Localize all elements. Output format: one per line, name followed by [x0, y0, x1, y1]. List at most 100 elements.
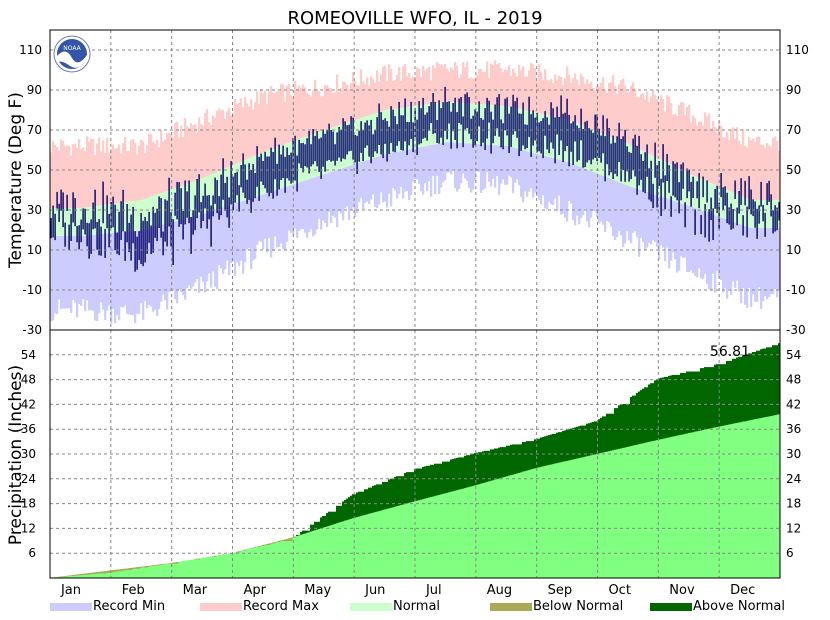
record-max-bar — [350, 83, 353, 122]
record-min-bar — [264, 193, 267, 239]
above-normal-bar — [650, 383, 653, 442]
chart-title: ROMEOVILLE WFO, IL - 2019 — [287, 8, 542, 29]
record-max-bar — [540, 71, 543, 114]
above-normal-bar — [490, 449, 493, 481]
normal-precip-bar — [580, 457, 583, 578]
observed-temp-bar — [510, 106, 512, 147]
normal-precip-bar — [672, 436, 675, 578]
normal-precip-bar — [230, 553, 233, 578]
normal-bar — [172, 188, 175, 222]
record-max-bar — [468, 78, 471, 104]
record-min-bar — [338, 169, 341, 212]
above-normal-bar — [310, 524, 313, 532]
normal-precip-bar — [598, 453, 601, 578]
observed-temp-bar — [384, 118, 386, 144]
record-max-bar — [610, 82, 613, 137]
normal-precip-bar — [336, 523, 339, 578]
normal-precip-bar — [544, 465, 547, 578]
record-min-bar — [552, 158, 555, 206]
normal-precip-bar — [570, 459, 573, 578]
record-min-bar — [122, 231, 125, 308]
observed-temp-bar — [92, 202, 94, 230]
record-min-bar — [556, 159, 559, 212]
above-normal-bar — [380, 484, 383, 511]
record-max-bar — [180, 125, 183, 186]
normal-precip-bar — [436, 495, 439, 578]
observed-temp-bar — [340, 129, 342, 162]
above-normal-bar — [588, 423, 591, 456]
record-min-bar — [702, 210, 705, 280]
record-max-bar — [554, 74, 557, 117]
observed-temp-bar — [210, 205, 212, 247]
normal-precip-bar — [568, 460, 571, 578]
record-max-bar — [730, 128, 733, 192]
record-min-bar — [548, 157, 551, 203]
above-normal-bar — [458, 457, 461, 490]
normal-precip-bar — [114, 569, 117, 578]
record-min-bar — [658, 195, 661, 260]
observed-temp-bar — [524, 124, 526, 150]
record-max-bar — [340, 88, 343, 125]
below-normal-bar — [92, 572, 95, 575]
observed-temp-bar — [776, 207, 778, 231]
record-min-bar — [328, 172, 331, 212]
record-min-series — [50, 142, 781, 324]
record-max-bar — [666, 95, 669, 163]
record-max-bar — [630, 85, 633, 145]
normal-precip-bar — [284, 539, 287, 578]
record-min-bar — [138, 230, 141, 315]
observed-temp-bar — [72, 192, 74, 223]
record-max-bar — [188, 128, 191, 184]
normal-precip-bar — [102, 571, 105, 578]
below-normal-bar — [284, 539, 287, 542]
record-min-bar — [526, 151, 529, 197]
record-min-bar — [324, 173, 327, 223]
record-max-bar — [564, 78, 567, 120]
observed-temp-bar — [122, 189, 124, 232]
record-max-bar — [254, 102, 257, 156]
observed-temp-bar — [538, 122, 540, 152]
normal-precip-bar — [318, 529, 321, 578]
normal-bar — [748, 199, 751, 228]
normal-precip-bar — [476, 484, 479, 578]
record-max-bar — [318, 91, 321, 133]
record-max-bar — [272, 93, 275, 149]
record-min-bar — [240, 201, 243, 261]
normal-precip-bar — [588, 455, 591, 578]
normal-precip-bar — [116, 569, 119, 578]
normal-precip-bar — [534, 468, 537, 578]
normal-precip-bar — [542, 466, 545, 578]
record-min-bar — [70, 236, 73, 313]
above-normal-bar — [340, 505, 343, 522]
observed-temp-bar — [728, 207, 730, 225]
record-min-bar — [730, 220, 733, 295]
above-normal-bar — [372, 486, 375, 513]
observed-temp-bar — [82, 208, 84, 230]
normal-bar — [238, 162, 241, 203]
record-max-bar — [170, 133, 173, 190]
normal-precip-bar — [478, 484, 481, 578]
record-min-bar — [156, 226, 159, 317]
record-max-bar — [122, 143, 125, 203]
record-max-bar — [392, 81, 395, 110]
normal-precip-bar — [646, 442, 649, 578]
record-max-bar — [156, 139, 159, 195]
record-min-bar — [316, 176, 319, 230]
record-min-bar — [714, 215, 717, 293]
record-min-bar — [596, 173, 599, 217]
below-normal-bar — [150, 565, 153, 567]
above-normal-bar — [334, 511, 337, 524]
normal-precip-bar — [454, 490, 457, 578]
record-max-bar — [280, 83, 283, 146]
record-max-bar — [426, 68, 429, 105]
observed-temp-bar — [64, 222, 66, 247]
normal-precip-bar — [298, 535, 301, 578]
observed-temp-bar — [222, 158, 224, 200]
record-max-bar — [660, 95, 663, 160]
normal-precip-bar — [524, 471, 527, 578]
observed-temp-bar — [322, 129, 324, 167]
record-min-bar — [300, 181, 303, 230]
above-normal-bar — [698, 371, 701, 431]
temp-tick-label-left: 70 — [27, 123, 42, 137]
